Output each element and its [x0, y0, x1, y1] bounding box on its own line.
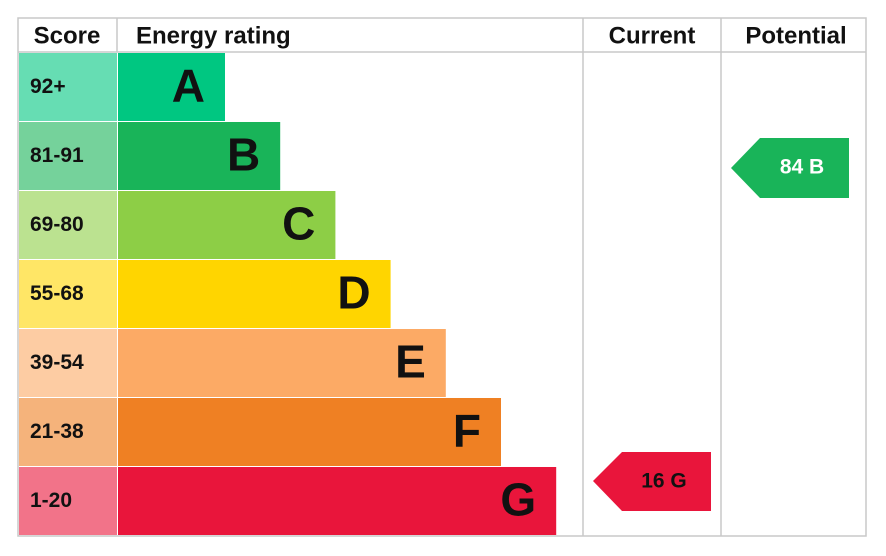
score-label: 1-20 [30, 489, 72, 512]
rating-letter: D [337, 267, 370, 319]
rating-letter: E [395, 336, 426, 388]
rating-bar [118, 467, 557, 535]
score-label: 81-91 [30, 144, 84, 167]
rating-bar [118, 398, 501, 466]
rating-bar [118, 53, 225, 121]
score-cell [19, 191, 117, 259]
score-cell [19, 398, 117, 466]
header-energy-rating: Energy rating [136, 22, 291, 49]
score-label: 39-54 [30, 351, 84, 374]
rating-bar [118, 191, 336, 259]
score-cell [19, 122, 117, 190]
header-score: Score [34, 22, 101, 49]
score-label: 21-38 [30, 420, 84, 443]
header-potential: Potential [745, 22, 846, 49]
bands: 92+ A 81-91 B 69-80 C 55-68 D 39-54 E 21-38 F 1-20 G [19, 53, 557, 535]
rating-letter: A [172, 60, 205, 112]
score-cell [19, 53, 117, 121]
score-cell [19, 467, 117, 535]
rating-letter: F [453, 405, 481, 457]
rating-bar [118, 122, 281, 190]
potential-label: 84 B [780, 156, 824, 179]
header-current: Current [609, 22, 696, 49]
current-label: 16 G [641, 470, 687, 493]
score-label: 69-80 [30, 213, 84, 236]
score-label: 55-68 [30, 282, 84, 305]
rating-letter: G [500, 474, 536, 526]
rating-bar [118, 260, 391, 328]
potential-arrow [731, 138, 849, 198]
rating-letter: C [282, 198, 315, 250]
rating-bar [118, 329, 446, 397]
score-label: 92+ [30, 75, 66, 98]
score-cell [19, 260, 117, 328]
rating-letter: B [227, 129, 260, 181]
score-cell [19, 329, 117, 397]
current-arrow [593, 452, 711, 511]
